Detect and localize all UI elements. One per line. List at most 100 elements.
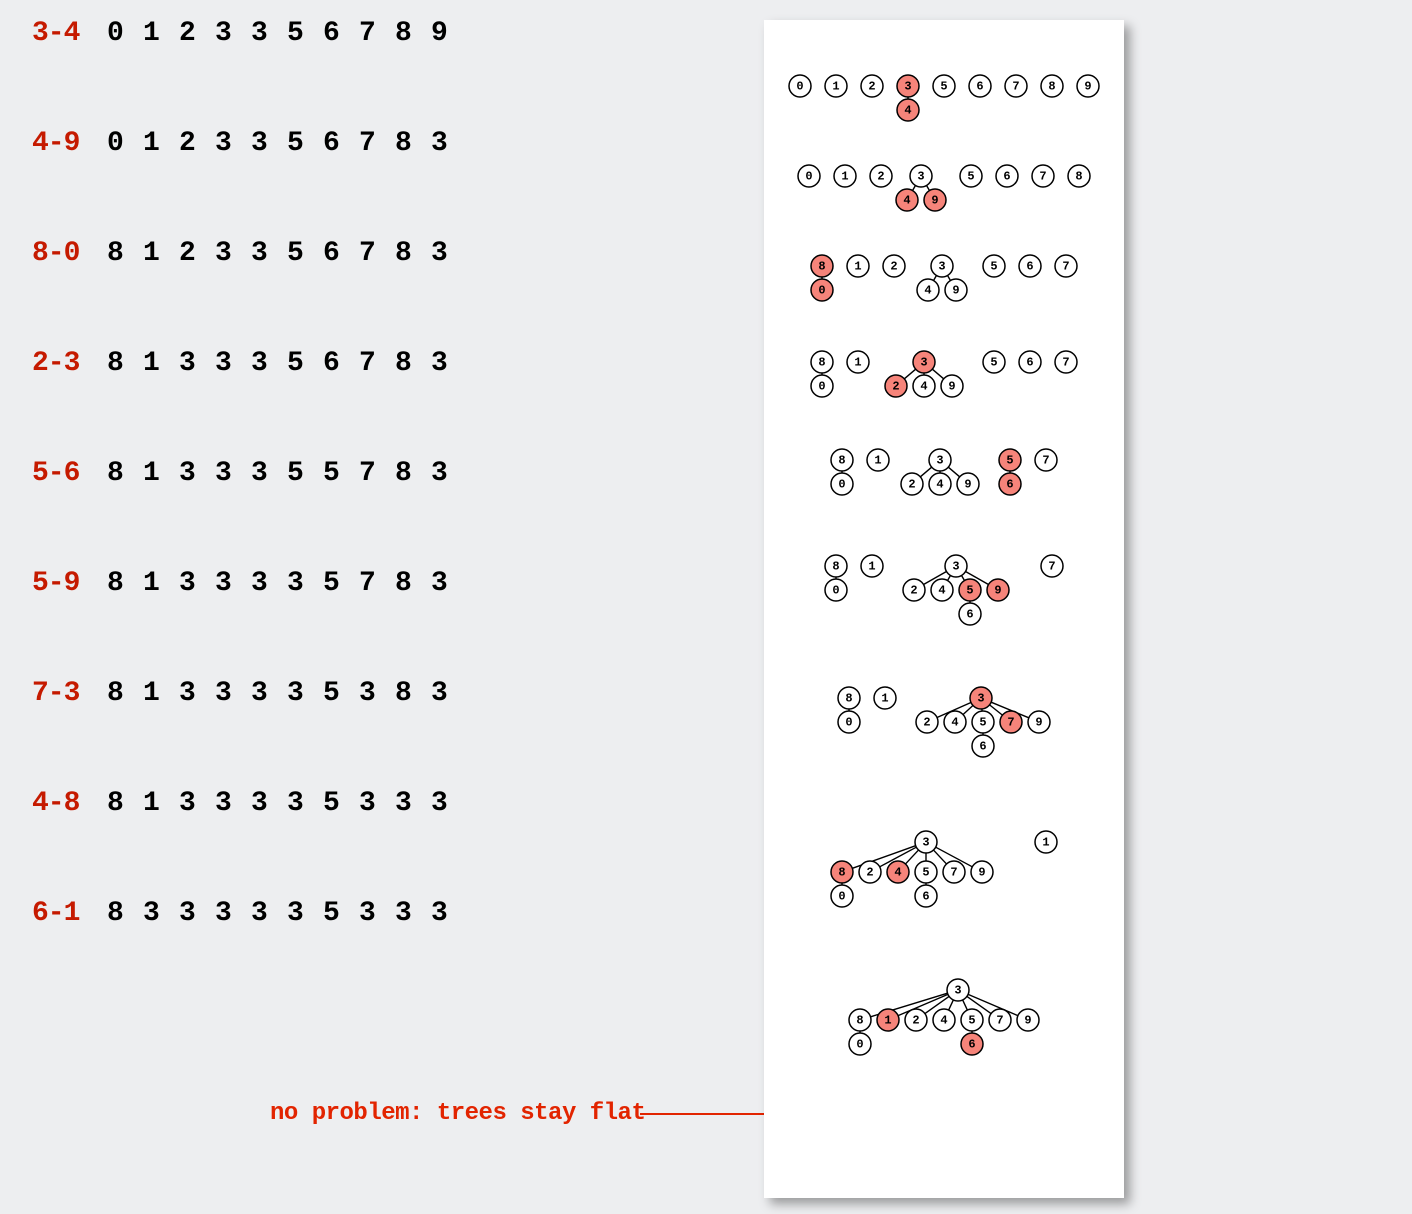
tree-node-label: 3	[904, 80, 911, 94]
tree-node-label: 5	[1006, 454, 1013, 468]
tree-node-label: 2	[892, 380, 899, 394]
tree-node-label: 5	[940, 80, 947, 94]
tree-node-label: 4	[938, 584, 945, 598]
forest-step: 3 8 1 2 4 5 7 9 0 6	[849, 979, 1039, 1055]
tree-node-label: 9	[931, 194, 938, 208]
tree-node-label: 3	[954, 984, 961, 998]
tree-node-label: 3	[952, 560, 959, 574]
tree-edge	[963, 705, 973, 714]
tree-node-label: 1	[874, 454, 881, 468]
tree-node-label: 5	[968, 1014, 975, 1028]
tree-node-label: 2	[910, 584, 917, 598]
tree-node-label: 1	[881, 692, 888, 706]
tree-node-label: 4	[903, 194, 910, 208]
tree-node-label: 2	[866, 866, 873, 880]
forest-panel: 0123456789012349567880123495678013249567…	[764, 20, 1124, 1198]
forest-step: 0123456789	[789, 75, 1099, 121]
tree-node-label: 3	[977, 692, 984, 706]
tree-node-label: 4	[924, 284, 931, 298]
tree-node-label: 1	[854, 260, 861, 274]
tree-node-label: 5	[967, 170, 974, 184]
tree-node-label: 7	[1007, 716, 1014, 730]
tree-node-label: 6	[976, 80, 983, 94]
tree-node-label: 0	[805, 170, 812, 184]
tree-node-label: 7	[1062, 260, 1069, 274]
forest-step: 8013245967	[825, 555, 1063, 625]
forest-step: 0123495678	[798, 165, 1090, 211]
tree-node-label: 6	[979, 740, 986, 754]
tree-node-label: 2	[923, 716, 930, 730]
tree-node-label: 5	[922, 866, 929, 880]
tree-edge	[920, 467, 931, 477]
tree-node-label: 7	[1039, 170, 1046, 184]
tree-node-label: 1	[832, 80, 839, 94]
tree-node-label: 0	[856, 1038, 863, 1052]
tree-node-label: 4	[936, 478, 943, 492]
tree-edge	[963, 1000, 968, 1010]
forest-step: 8013245796	[838, 687, 1050, 757]
tree-node-label: 6	[968, 1038, 975, 1052]
forest-step: 3824579061	[831, 831, 1057, 907]
tree-node-label: 9	[948, 380, 955, 394]
tree-node-label: 2	[912, 1014, 919, 1028]
tree-edge	[932, 369, 943, 379]
tree-node-label: 6	[922, 890, 929, 904]
tree-node-label: 8	[838, 454, 845, 468]
tree-node-label: 6	[1026, 260, 1033, 274]
tree-node-label: 4	[894, 866, 901, 880]
tree-node-label: 9	[964, 478, 971, 492]
tree-node-label: 8	[856, 1014, 863, 1028]
tree-node-label: 7	[1048, 560, 1055, 574]
tree-node-label: 6	[1006, 478, 1013, 492]
tree-node-label: 0	[845, 716, 852, 730]
tree-node-label: 4	[951, 716, 958, 730]
tree-node-label: 2	[868, 80, 875, 94]
tree-node-label: 3	[922, 836, 929, 850]
tree-node-label: 9	[952, 284, 959, 298]
tree-edge	[948, 467, 959, 477]
forest-step: 8013249567	[811, 351, 1077, 397]
tree-node-label: 8	[818, 356, 825, 370]
tree-node-label: 1	[884, 1014, 891, 1028]
tree-edge	[913, 186, 916, 191]
tree-node-label: 1	[841, 170, 848, 184]
tree-node-label: 6	[966, 608, 973, 622]
tree-node-label: 1	[1042, 836, 1049, 850]
tree-node-label: 7	[996, 1014, 1003, 1028]
tree-node-label: 4	[940, 1014, 947, 1028]
tree-node-label: 7	[950, 866, 957, 880]
tree-node-label: 7	[1062, 356, 1069, 370]
tree-edge	[927, 186, 930, 191]
tree-edge	[904, 369, 915, 379]
tree-node-label: 8	[1075, 170, 1082, 184]
tree-edge	[949, 1000, 954, 1010]
tree-node-label: 0	[838, 478, 845, 492]
tree-edge	[934, 276, 937, 281]
tree-node-label: 5	[979, 716, 986, 730]
tree-node-label: 5	[990, 356, 997, 370]
tree-node-label: 2	[908, 478, 915, 492]
tree-node-label: 0	[796, 80, 803, 94]
tree-node-label: 4	[920, 380, 927, 394]
tree-node-label: 2	[890, 260, 897, 274]
tree-node-label: 2	[877, 170, 884, 184]
tree-node-label: 8	[818, 260, 825, 274]
tree-node-label: 1	[854, 356, 861, 370]
forest-step: 8012349567	[811, 255, 1077, 301]
tree-node-label: 5	[966, 584, 973, 598]
tree-node-label: 8	[838, 866, 845, 880]
tree-node-label: 0	[818, 284, 825, 298]
tree-node-label: 8	[832, 560, 839, 574]
tree-node-label: 9	[994, 584, 1001, 598]
tree-node-label: 7	[1042, 454, 1049, 468]
tree-node-label: 7	[1012, 80, 1019, 94]
tree-node-label: 9	[1024, 1014, 1031, 1028]
tree-edge	[948, 576, 951, 581]
tree-node-label: 1	[868, 560, 875, 574]
tree-edge	[948, 276, 951, 281]
tree-node-label: 0	[818, 380, 825, 394]
forest-step: 8013249567	[831, 449, 1057, 495]
forest-diagram: 0123456789012349567880123495678013249567…	[764, 20, 1124, 1198]
tree-node-label: 3	[938, 260, 945, 274]
tree-node-label: 8	[1048, 80, 1055, 94]
